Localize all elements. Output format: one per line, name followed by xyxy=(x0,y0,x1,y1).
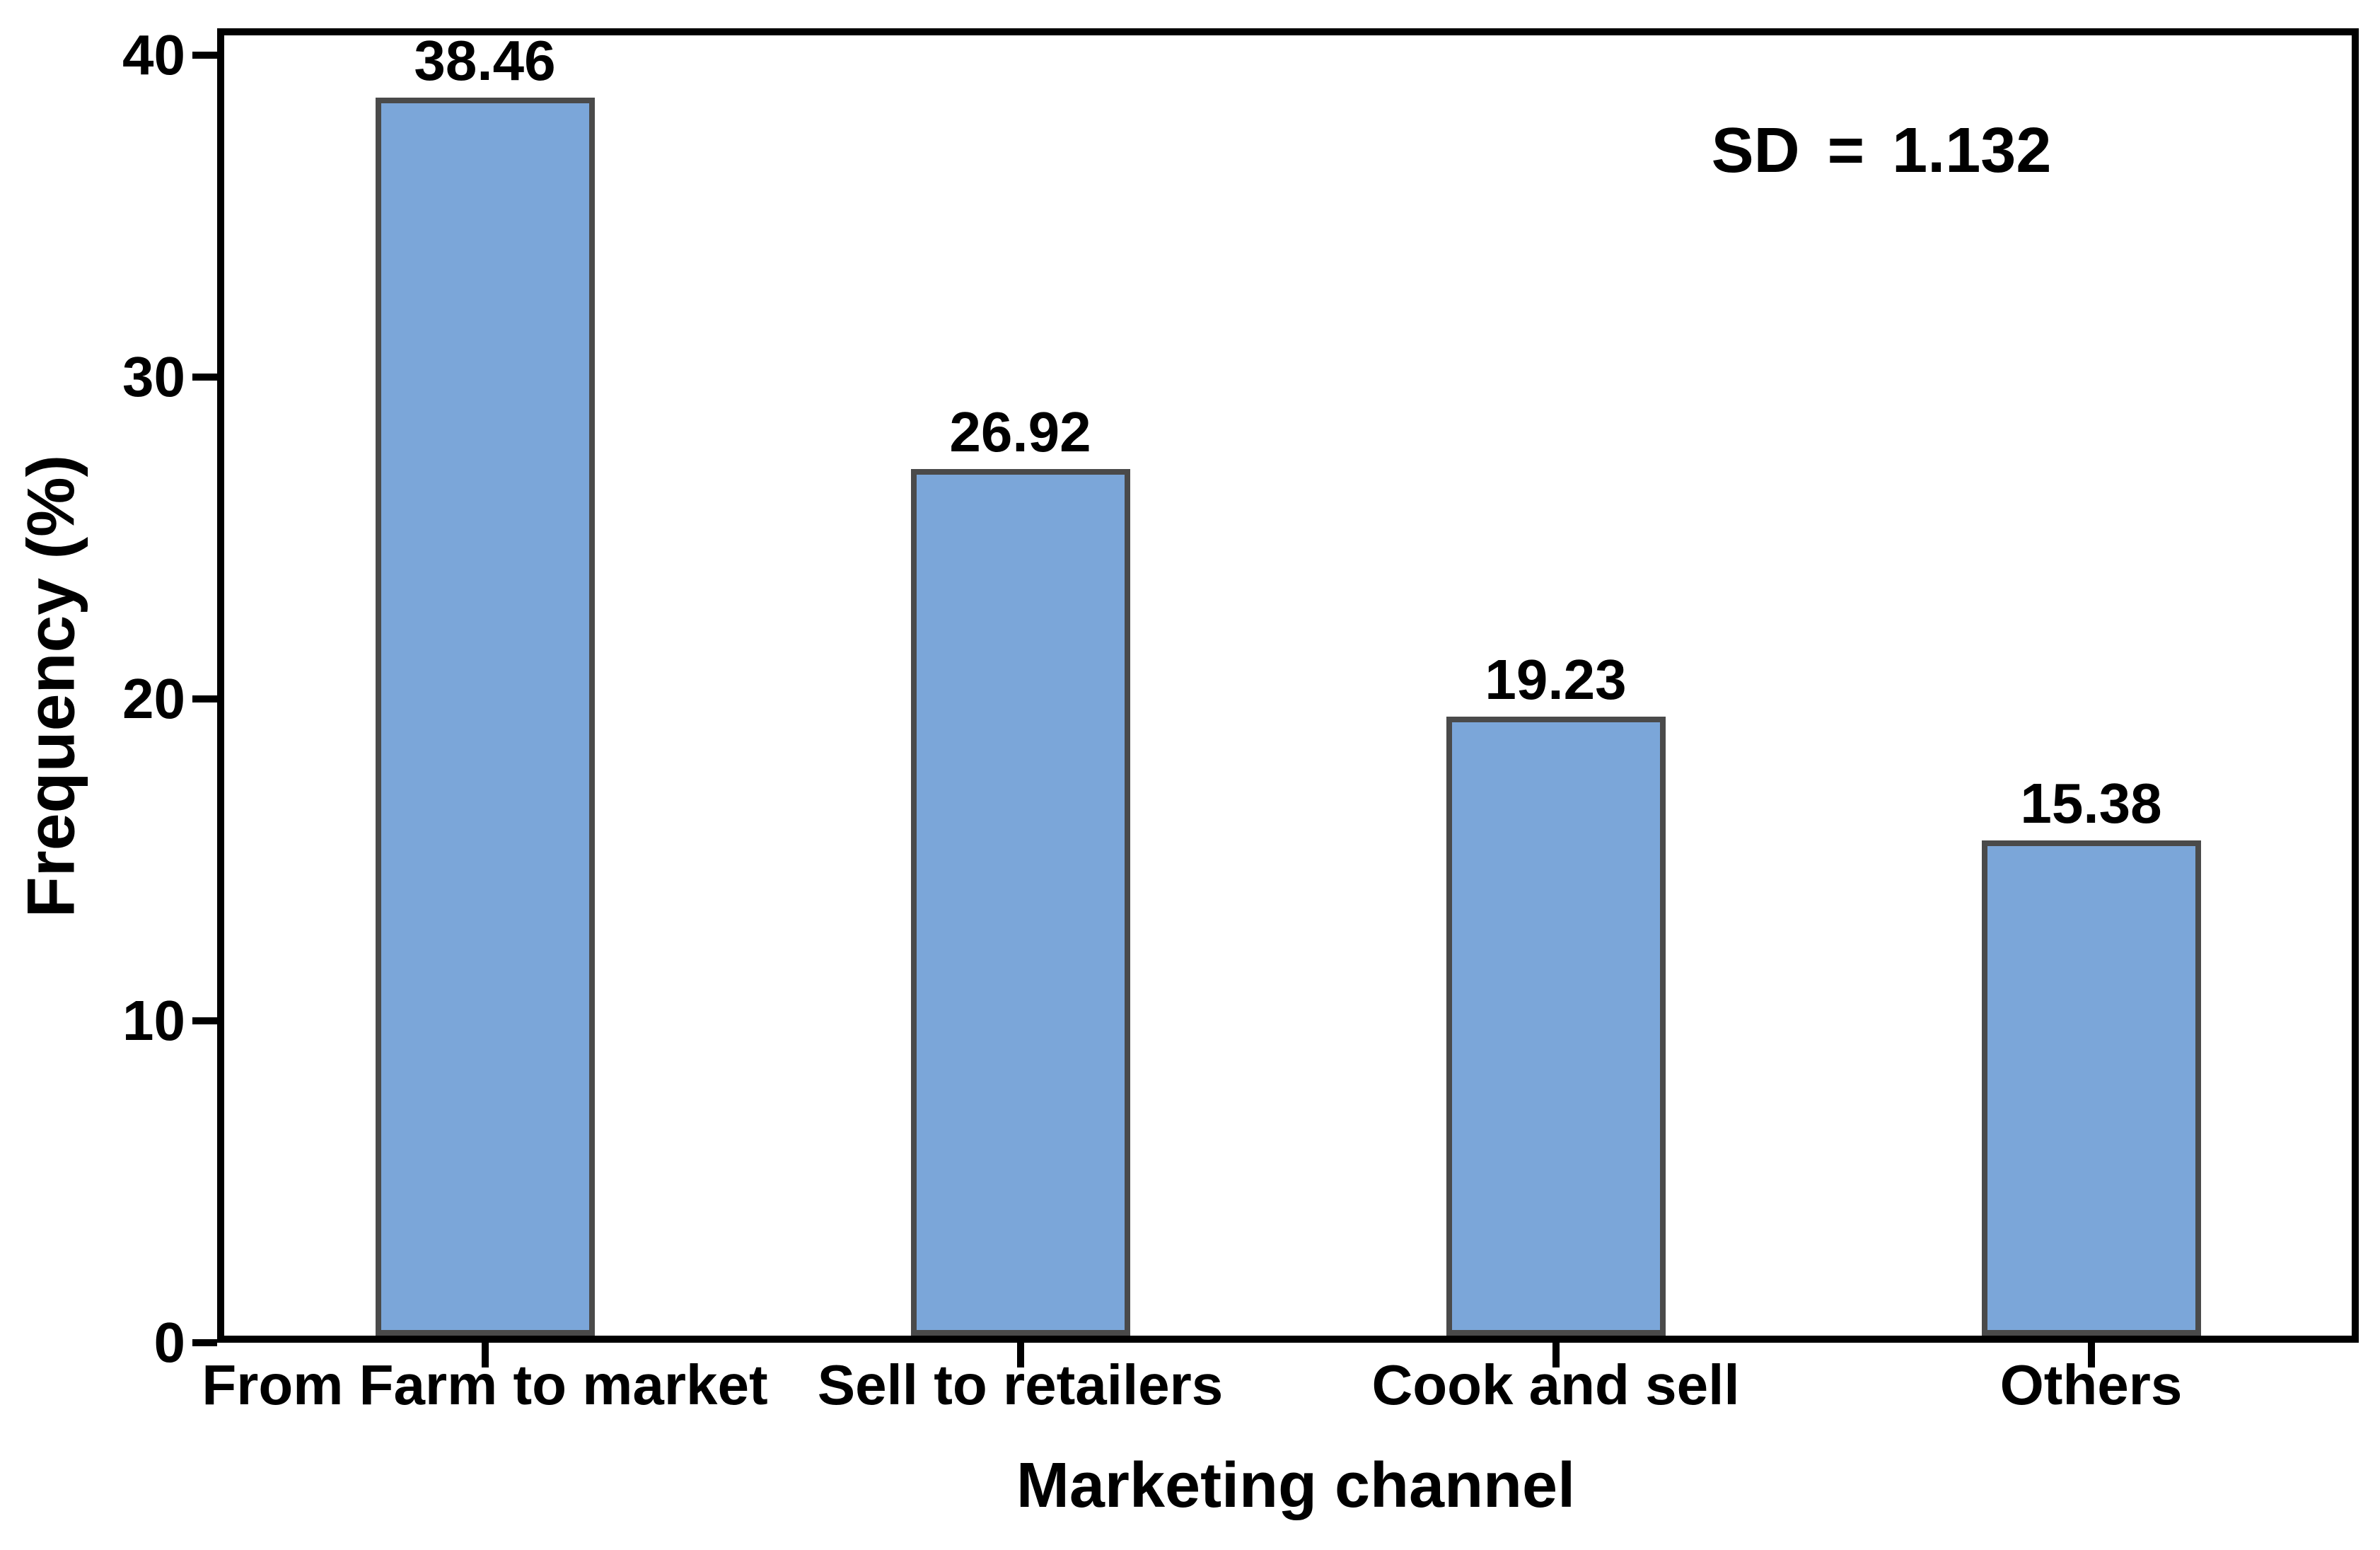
x-tick-label: Cook and sell xyxy=(1371,1353,1740,1416)
x-tick-label: Sell to retailers xyxy=(817,1353,1224,1416)
y-tick-label: 40 xyxy=(122,23,185,87)
x-axis-title: Marketing channel xyxy=(1016,1450,1576,1521)
x-axis-tick xyxy=(1552,1343,1560,1367)
y-tick-label: 30 xyxy=(122,345,185,409)
bar xyxy=(375,98,595,1336)
plot-area-frame xyxy=(217,28,2359,1343)
y-axis-tick xyxy=(192,374,217,381)
x-tick-label: From Farm to market xyxy=(202,1353,768,1416)
x-tick-label: Others xyxy=(1999,1353,2183,1416)
y-axis-tick xyxy=(192,695,217,703)
y-axis-tick xyxy=(192,52,217,59)
bar-value-label: 38.46 xyxy=(414,29,556,93)
y-tick-label: 0 xyxy=(153,1311,186,1374)
bar xyxy=(910,469,1130,1336)
y-tick-label: 10 xyxy=(122,989,185,1053)
x-axis-tick xyxy=(2087,1343,2095,1367)
y-tick-label: 20 xyxy=(122,667,185,731)
bar xyxy=(1446,717,1666,1336)
bar-value-label: 19.23 xyxy=(1485,648,1627,712)
x-axis-tick xyxy=(1016,1343,1024,1367)
y-axis-tick xyxy=(192,1339,217,1346)
bar-value-label: 26.92 xyxy=(949,400,1091,464)
sd-annotation: SD = 1.132 xyxy=(1711,115,2052,186)
y-axis-tick xyxy=(192,1017,217,1025)
x-axis-tick xyxy=(481,1343,489,1367)
y-axis-title: Frequency (%) xyxy=(13,454,89,918)
bar xyxy=(1981,840,2201,1336)
bar-value-label: 15.38 xyxy=(2020,772,2162,835)
